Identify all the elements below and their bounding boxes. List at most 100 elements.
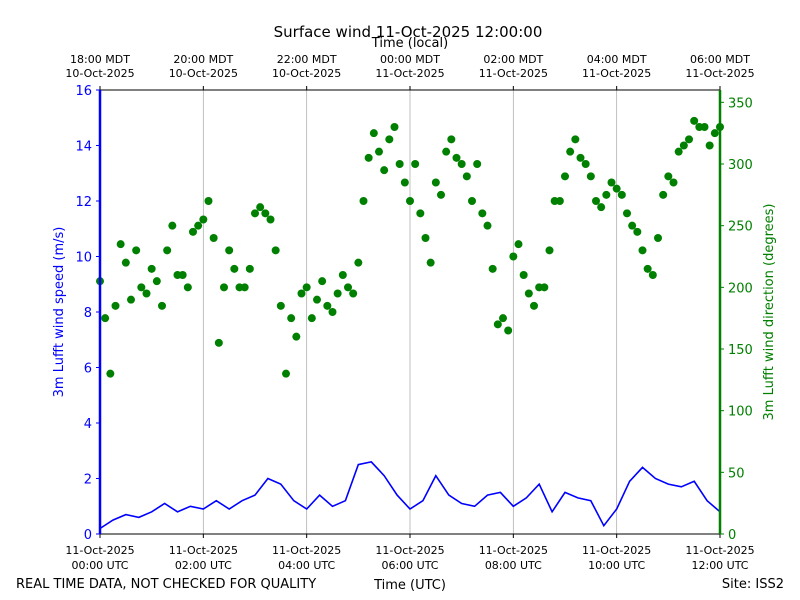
- direction-point-80: [509, 252, 518, 261]
- direction-point-115: [690, 116, 699, 125]
- direction-point-68: [447, 135, 456, 144]
- direction-point-100: [612, 184, 621, 193]
- direction-point-79: [504, 326, 513, 335]
- direction-point-113: [679, 141, 688, 150]
- direction-point-93: [576, 153, 585, 162]
- direction-point-90: [561, 172, 569, 181]
- chart-title: Surface wind 11-Oct-2025 12:00:00: [274, 23, 543, 41]
- direction-point-72: [468, 197, 476, 205]
- top-tick-date-label-5: 11-Oct-2025: [582, 67, 651, 80]
- direction-point-103: [628, 221, 637, 230]
- direction-point-17: [183, 283, 192, 292]
- x-tick-time-label-6: 12:00 UTC: [691, 559, 748, 572]
- direction-point-10: [147, 264, 156, 273]
- direction-point-21: [204, 197, 213, 205]
- direction-point-22: [209, 234, 218, 242]
- direction-point-6: [127, 295, 135, 304]
- right-tick-label-3: 150: [728, 343, 753, 358]
- direction-point-101: [617, 190, 626, 199]
- direction-point-99: [607, 178, 616, 187]
- x-tick-date-label-1: 11-Oct-2025: [169, 544, 238, 557]
- direction-point-108: [654, 234, 662, 242]
- top-tick-time-label-5: 04:00 MDT: [587, 53, 647, 66]
- quality-footer: REAL TIME DATA, NOT CHECKED FOR QUALITY: [16, 577, 316, 592]
- direction-point-87: [545, 246, 554, 255]
- direction-point-30: [251, 209, 259, 218]
- direction-point-34: [271, 246, 280, 255]
- speed-line: [99, 461, 721, 530]
- x-tick-date-label-0: 11-Oct-2025: [65, 544, 134, 557]
- direction-point-45: [328, 308, 337, 316]
- x-tick-time-label-0: 00:00 UTC: [71, 559, 128, 572]
- direction-point-106: [643, 264, 652, 273]
- direction-point-46: [333, 289, 342, 298]
- direction-point-47: [338, 271, 347, 279]
- direction-point-8: [137, 283, 146, 292]
- direction-point-94: [581, 160, 590, 168]
- direction-point-118: [705, 141, 714, 150]
- direction-point-109: [659, 190, 668, 199]
- direction-point-41: [307, 314, 316, 323]
- direction-point-25: [225, 246, 234, 255]
- direction-point-96: [592, 197, 600, 205]
- right-tick-label-7: 350: [728, 96, 753, 111]
- right-tick-label-5: 250: [728, 220, 753, 235]
- direction-point-38: [292, 332, 301, 341]
- direction-point-51: [359, 197, 368, 205]
- direction-point-32: [261, 209, 270, 218]
- direction-point-58: [395, 160, 404, 168]
- direction-point-83: [524, 289, 533, 298]
- direction-point-81: [514, 240, 523, 249]
- top-tick-time-label-2: 22:00 MDT: [277, 53, 337, 66]
- direction-point-91: [566, 147, 575, 156]
- direction-point-4: [116, 240, 125, 249]
- left-tick-label-8: 16: [75, 84, 92, 99]
- direction-point-110: [664, 172, 673, 181]
- direction-point-65: [431, 178, 440, 187]
- direction-point-117: [700, 123, 709, 131]
- right-tick-label-1: 50: [728, 466, 745, 481]
- right-y-axis-label: 3m Lufft wind direction (degrees): [762, 204, 777, 421]
- direction-point-97: [597, 203, 606, 212]
- direction-point-107: [648, 271, 657, 279]
- direction-point-40: [302, 283, 311, 292]
- direction-point-49: [349, 289, 358, 298]
- top-tick-time-label-6: 06:00 MDT: [690, 53, 750, 66]
- top-tick-date-label-4: 11-Oct-2025: [479, 67, 548, 80]
- right-tick-label-4: 200: [728, 281, 753, 296]
- direction-point-37: [287, 314, 296, 323]
- x-tick-time-label-5: 10:00 UTC: [588, 559, 645, 572]
- direction-point-111: [669, 178, 678, 187]
- direction-point-75: [483, 221, 492, 230]
- direction-point-53: [369, 129, 378, 138]
- direction-point-76: [488, 264, 497, 273]
- direction-point-36: [282, 369, 290, 378]
- direction-point-105: [638, 246, 647, 255]
- right-tick-label-2: 100: [728, 405, 753, 420]
- direction-point-74: [478, 209, 487, 218]
- x-tick-date-label-2: 11-Oct-2025: [272, 544, 341, 557]
- direction-point-82: [519, 271, 528, 279]
- direction-point-56: [385, 135, 394, 144]
- direction-point-33: [266, 215, 275, 224]
- direction-point-92: [571, 135, 580, 144]
- top-tick-time-label-3: 00:00 MDT: [380, 53, 440, 66]
- right-tick-label-0: 0: [728, 528, 736, 543]
- x-tick-date-label-3: 11-Oct-2025: [375, 544, 444, 557]
- left-tick-label-4: 8: [84, 306, 92, 321]
- x-tick-time-label-2: 04:00 UTC: [278, 559, 335, 572]
- direction-point-84: [530, 301, 538, 310]
- grid-layer: [99, 90, 721, 534]
- direction-point-3: [111, 301, 120, 310]
- x-tick-time-label-1: 02:00 UTC: [175, 559, 232, 572]
- direction-point-23: [214, 338, 223, 347]
- top-tick-time-label-0: 18:00 MDT: [70, 53, 130, 66]
- direction-point-114: [685, 135, 693, 144]
- left-tick-label-1: 2: [84, 473, 92, 488]
- direction-point-86: [540, 283, 549, 292]
- direction-point-29: [245, 264, 254, 273]
- top-tick-date-label-3: 11-Oct-2025: [375, 67, 444, 80]
- direction-point-62: [416, 209, 425, 218]
- left-tick-label-5: 10: [75, 251, 92, 266]
